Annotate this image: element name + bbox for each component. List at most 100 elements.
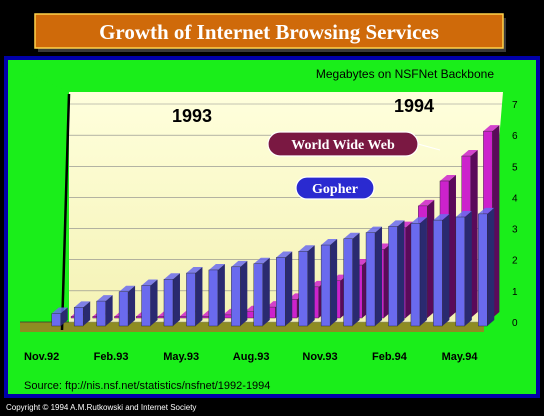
bar-top [388,220,405,227]
x-tick-label: Aug.93 [233,351,270,363]
bar-face [73,307,84,327]
bar-gopher [343,232,360,327]
bar-top [186,267,203,274]
bar-gopher [51,307,68,327]
bar-top [366,226,383,233]
bar-gopher [163,273,180,327]
bar-face [455,216,466,327]
bar-gopher [73,301,91,327]
bar-side [330,239,338,326]
x-tick-label: Nov.93 [302,351,337,363]
bar-side [448,174,456,318]
bar-top [51,307,68,314]
bar-side [240,260,248,326]
bar-top [418,199,435,206]
bar-top [321,239,338,246]
year-divider-line [60,93,71,331]
bar-face [365,232,376,327]
bar-top [96,295,113,302]
bar-side [195,267,203,326]
bar-top [478,207,495,214]
bar-gopher [298,245,315,327]
x-tick-label: Nov.92 [24,351,59,363]
bar-top [231,260,248,267]
x-axis-ticks: Nov.92 Feb.93 May.93 Aug.93 Nov.93 Feb.94 May.… [24,351,478,363]
y-axis-title: Megabytes on NSFNet Backbone [316,67,494,81]
x-tick-label: May.93 [163,351,199,363]
bar-side [128,285,136,326]
bar-side [427,199,435,318]
y-tick-label: 0 [512,318,518,329]
x-tick-label: Feb.93 [94,351,129,363]
bar-side [442,214,450,326]
bar-side [307,245,315,326]
bar-side [150,279,158,326]
bar-gopher [208,263,225,327]
bar-face [478,213,488,327]
bar-top [253,257,270,264]
year-label-1993: 1993 [172,106,212,126]
bar-side [262,257,270,326]
bar-side [285,251,293,326]
title-plate [34,13,504,49]
bar-top [410,217,427,224]
bar-face [96,300,106,327]
year-label-1994: 1994 [394,96,434,116]
bar-side [60,307,68,326]
bar-top [141,279,158,286]
bar-side [470,150,478,318]
bar-side [352,232,360,326]
bar-top [433,214,450,221]
bar-side [375,226,383,326]
bar-gopher [478,207,495,327]
y-tick-label: 4 [512,193,518,204]
bar-gopher [320,239,338,327]
bar-side [464,211,472,326]
bar-face [208,269,219,327]
x-tick-label: Feb.94 [372,351,408,363]
bar-side [397,220,405,326]
bar-gopher [410,217,427,327]
bar-top [276,251,293,258]
y-tick-label: 7 [512,100,518,111]
bar-side [83,301,91,326]
bar-top [298,245,315,252]
bar-gopher [231,260,248,327]
bar-top [461,150,478,157]
bar-face [186,272,196,327]
bar-top [343,232,360,239]
bar-gopher [365,226,383,327]
bar-face [141,285,151,327]
bar-top [208,263,225,270]
bar-face [51,313,61,327]
copyright-note: Copyright © 1994 A.M.Rutkowski and Inter… [6,403,196,412]
bar-face [433,219,443,327]
bar-top [439,174,456,181]
bar-gopher [96,295,113,327]
bar-side [105,295,113,326]
bars-layer [51,125,500,327]
gopher-callout-label: Gopher [312,182,358,197]
bar-top [483,125,500,132]
bar-side [172,273,180,326]
bar-top [455,211,472,217]
bar-top [119,285,136,292]
bar-gopher [433,214,450,327]
y-tick-label: 2 [512,256,518,267]
bar-face [163,279,174,327]
bar-side [487,207,495,326]
chart-left-wall [20,70,69,322]
bar-gopher [455,211,472,327]
bar-side [217,263,225,326]
y-tick-label: 3 [512,225,518,236]
bar-face [298,251,308,327]
www-callout-label: World Wide Web [291,138,395,153]
bar-side [419,217,427,326]
y-tick-label: 6 [512,131,518,142]
y-axis-ticks: 0 1 2 3 4 5 6 7 [512,100,518,329]
bar-face [231,266,241,327]
chart-title: Growth of Internet Browsing Services [99,20,439,44]
bar-face [253,263,263,327]
